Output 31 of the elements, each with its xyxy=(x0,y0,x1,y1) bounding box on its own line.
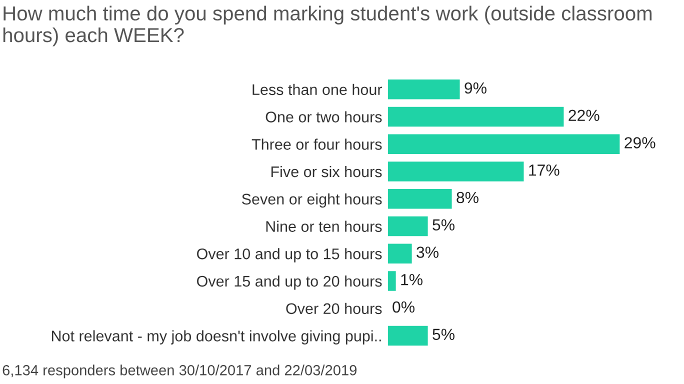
y-tick-label: Less than one hour xyxy=(252,84,382,96)
y-tick-label: Over 10 and up to 15 hours xyxy=(197,248,382,262)
data-label: 5% xyxy=(432,328,454,340)
y-tick-label: One or two hours xyxy=(266,111,382,122)
data-label: 8% xyxy=(456,192,478,204)
y-tick-label: Three or four hours xyxy=(252,138,382,150)
data-label: 0% xyxy=(392,301,415,313)
bar xyxy=(388,326,428,346)
chart-title: How much time do you spend marking student's work (outside classroom hours) each WEEK? xyxy=(3,6,652,46)
bar xyxy=(388,271,396,291)
bar xyxy=(388,244,412,264)
y-tick-label: Five or six hours xyxy=(271,166,382,178)
y-tick-label: Seven or eight hours xyxy=(242,193,382,208)
y-tick-label: Over 20 hours xyxy=(286,302,382,314)
data-label: 29% xyxy=(624,137,656,148)
bar xyxy=(388,106,564,127)
bar xyxy=(388,80,460,100)
data-label: 17% xyxy=(529,164,560,176)
bar xyxy=(388,189,452,209)
data-label: 3% xyxy=(416,246,438,258)
bar xyxy=(388,162,524,182)
bar xyxy=(388,216,428,236)
y-tick-label: Nine or ten hours xyxy=(266,220,382,232)
y-tick-label: Not relevant - my job doesn't involve giving pupi.. xyxy=(52,330,381,344)
data-label: 9% xyxy=(464,82,486,94)
data-label: 5% xyxy=(432,219,454,231)
text: 6,134 responders between 30/10/2017 and 22/03/2019 xyxy=(2,364,357,378)
y-tick-label: Over 15 and up to 20 hours xyxy=(197,275,382,290)
data-label: 1% xyxy=(401,274,423,286)
data-label: 22% xyxy=(568,110,600,121)
bar xyxy=(388,134,620,154)
